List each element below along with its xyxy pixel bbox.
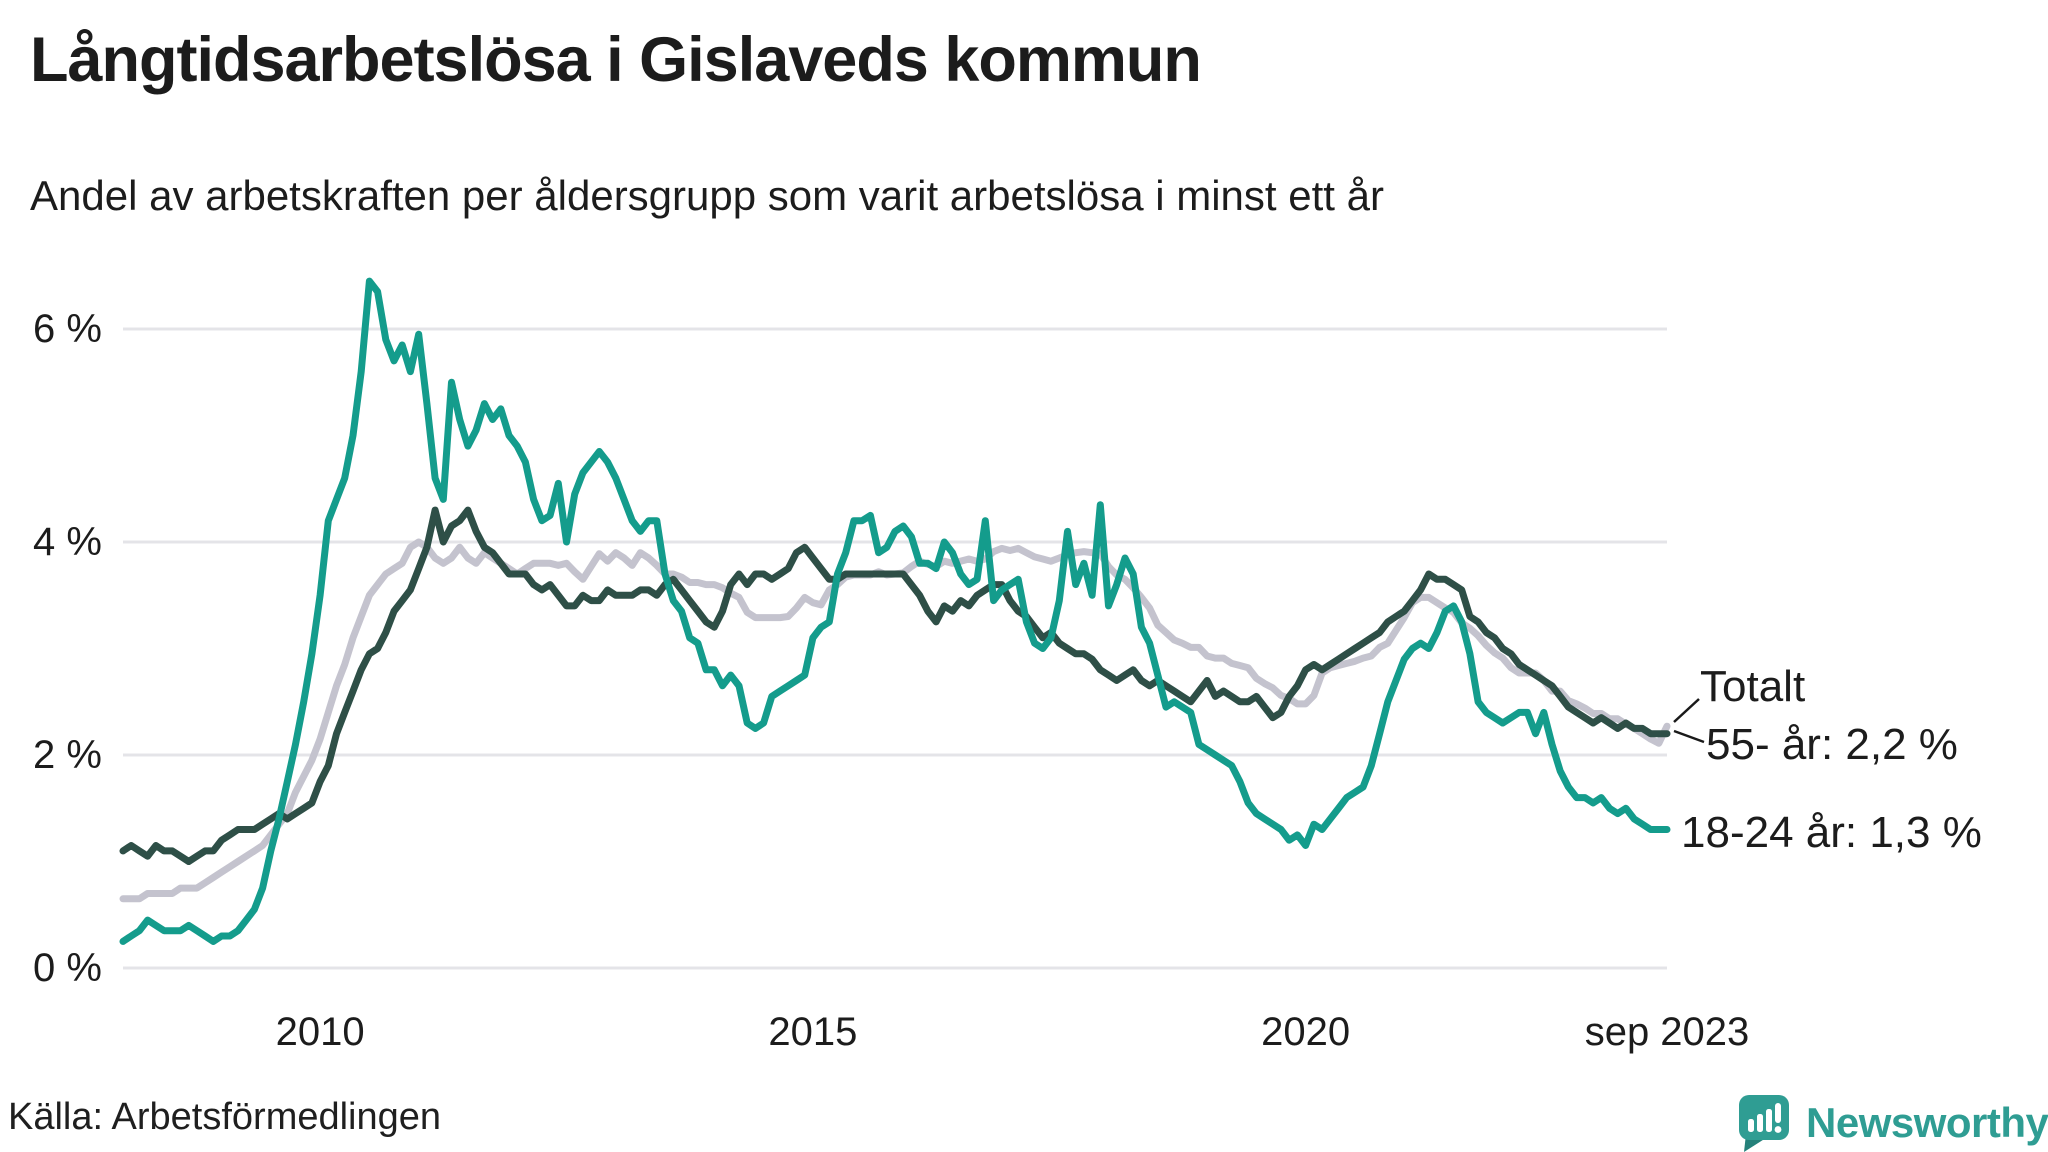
newsworthy-logo-icon (1739, 1095, 1789, 1152)
series-annotation-2: 18-24 år: 1,3 % (1681, 808, 1982, 857)
annotation-connectors (1673, 698, 1705, 744)
series-line-Totalt (119, 538, 1671, 903)
x-tick-label-2015: 2015 (768, 1010, 858, 1054)
annotation-connector-55 (1673, 729, 1705, 744)
y-tick-label-6: 6 % (33, 307, 102, 351)
page-subtitle: Andel av arbetskraften per åldersgrupp s… (30, 172, 1384, 219)
series-line-18-24-r (119, 277, 1671, 945)
gridlines (123, 327, 1667, 970)
page-title: Långtidsarbetslösa i Gislaveds kommun (30, 25, 1202, 95)
series-line-55--r (119, 506, 1671, 865)
source-note: Källa: Arbetsförmedlingen (8, 1096, 442, 1138)
series-annotation-1: 55- år: 2,2 % (1706, 720, 1958, 769)
annotation-connector-totalt (1673, 698, 1700, 723)
series-lines (119, 277, 1671, 945)
newsworthy-logo-text: Newsworthy (1806, 1099, 2048, 1146)
x-tick-label-2010: 2010 (275, 1010, 365, 1054)
y-tick-label-2: 2 % (33, 733, 102, 777)
x-tick-label-sep-2023: sep 2023 (1584, 1010, 1750, 1054)
y-tick-label-0: 0 % (33, 946, 102, 990)
series-annotation-0: Totalt (1700, 662, 1806, 711)
x-tick-label-2020: 2020 (1261, 1010, 1351, 1054)
y-tick-label-4: 4 % (33, 520, 102, 564)
